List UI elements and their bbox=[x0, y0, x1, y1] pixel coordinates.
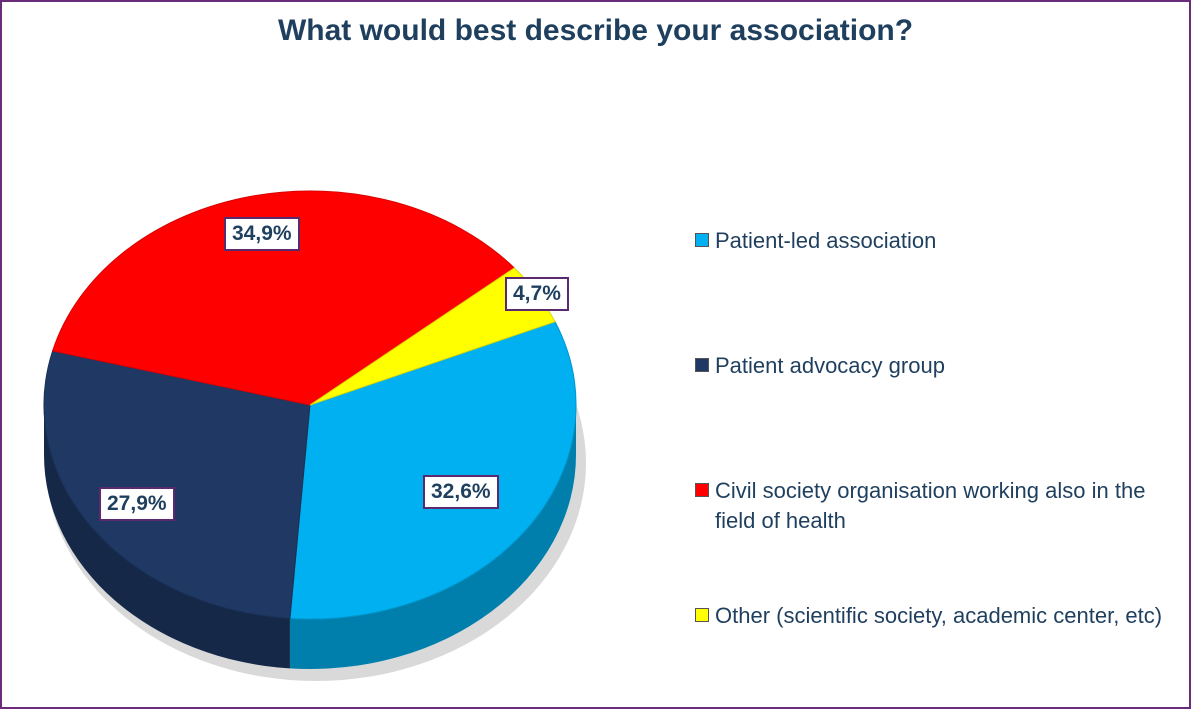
legend-label: Patient-led association bbox=[715, 228, 937, 253]
legend-swatch bbox=[695, 233, 709, 247]
pie-slice-0 bbox=[289, 321, 577, 620]
pie-side-0 bbox=[289, 405, 576, 669]
slice-label-1: 27,9% bbox=[99, 487, 175, 521]
slice-label-2: 34,9% bbox=[224, 217, 300, 251]
legend-label: Civil society organisation working also … bbox=[715, 478, 1146, 533]
legend-label: Patient advocacy group bbox=[715, 353, 945, 378]
pie-slice-2 bbox=[52, 190, 516, 406]
pie-slice-1 bbox=[43, 350, 311, 619]
slice-label-3: 4,7% bbox=[505, 277, 569, 311]
legend-swatch bbox=[695, 483, 709, 497]
chart-title: What would best describe your associatio… bbox=[277, 14, 914, 47]
legend-swatch bbox=[695, 608, 709, 622]
pie-side-1 bbox=[44, 405, 290, 669]
legend-swatch bbox=[695, 358, 709, 372]
legend-label: Other (scientific society, academic cent… bbox=[715, 603, 1163, 628]
slice-label-0: 32,6% bbox=[423, 475, 499, 509]
